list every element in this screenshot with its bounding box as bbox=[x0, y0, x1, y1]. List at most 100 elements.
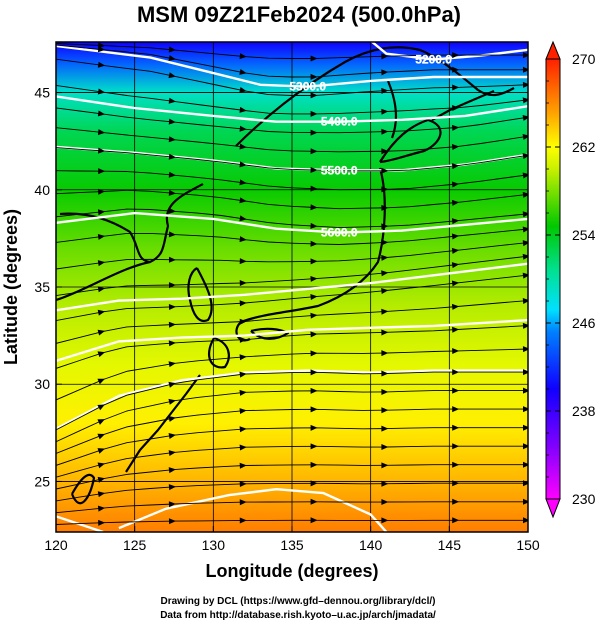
wind-arrow bbox=[523, 461, 528, 468]
wind-arrow bbox=[168, 46, 176, 53]
wind-arrow bbox=[452, 348, 460, 355]
x-tick-label: 130 bbox=[202, 537, 226, 553]
wind-arrow bbox=[168, 303, 176, 310]
wind-arrow bbox=[239, 408, 247, 415]
streamline bbox=[56, 390, 528, 443]
wind-arrow bbox=[523, 443, 528, 450]
wind-arrow bbox=[310, 148, 318, 155]
wind-arrow bbox=[310, 517, 318, 524]
height-contour-line bbox=[370, 42, 528, 61]
wind-arrow bbox=[381, 425, 389, 432]
colorbar: 230 238 246 254 262 270 bbox=[545, 40, 596, 519]
wind-arrow bbox=[168, 321, 176, 328]
streamline bbox=[56, 408, 528, 454]
colorbar-min-extend bbox=[545, 498, 561, 519]
wind-arrow bbox=[98, 168, 106, 175]
wind-arrow bbox=[239, 161, 247, 168]
wind-arrow bbox=[381, 270, 389, 277]
wind-arrow bbox=[168, 97, 176, 104]
wind-arrow bbox=[523, 517, 528, 524]
wind-arrow bbox=[98, 188, 106, 195]
wind-arrow bbox=[310, 461, 318, 468]
wind-arrow bbox=[310, 55, 318, 62]
wind-arrow bbox=[97, 476, 106, 483]
wind-arrow bbox=[381, 223, 389, 230]
wind-arrow bbox=[310, 204, 318, 211]
wind-arrow bbox=[310, 498, 318, 505]
contour-label: 5400.0 bbox=[321, 115, 358, 129]
streamline bbox=[56, 427, 528, 466]
streamline bbox=[56, 255, 528, 297]
coastline-ryukyu bbox=[125, 374, 201, 473]
wind-arrow bbox=[168, 398, 176, 405]
wind-arrow bbox=[451, 181, 460, 188]
wind-arrow bbox=[381, 53, 389, 60]
wind-arrow bbox=[239, 280, 247, 287]
coastline-korea bbox=[187, 267, 213, 323]
wind-arrow bbox=[97, 491, 106, 498]
wind-arrow bbox=[239, 462, 247, 469]
streamline bbox=[56, 371, 528, 431]
contour-label: 5200.0 bbox=[415, 53, 452, 67]
wind-arrow bbox=[522, 191, 528, 198]
wind-arrow bbox=[168, 207, 176, 214]
wind-arrow bbox=[452, 326, 460, 333]
wind-arrow bbox=[168, 467, 176, 474]
wind-arrow bbox=[310, 406, 318, 413]
wind-arrow bbox=[168, 415, 176, 422]
streamline bbox=[56, 445, 528, 478]
wind-arrow bbox=[452, 369, 460, 376]
wind-arrow bbox=[239, 371, 247, 378]
y-tick-label: 25 bbox=[34, 473, 50, 489]
coastline-china-coast bbox=[56, 183, 204, 302]
wind-arrow bbox=[97, 61, 106, 68]
streamline bbox=[56, 519, 528, 525]
coastline-honshu bbox=[235, 167, 386, 342]
wind-arrow bbox=[310, 73, 318, 80]
wind-arrow bbox=[310, 480, 318, 487]
wind-arrow bbox=[451, 163, 460, 170]
wind-arrow bbox=[239, 300, 247, 307]
wind-arrow bbox=[452, 406, 460, 413]
wind-arrow bbox=[239, 197, 247, 204]
colorbar-tick-label: 246 bbox=[572, 315, 596, 331]
contour-label: 5500.0 bbox=[321, 163, 358, 177]
wind-arrow bbox=[381, 308, 389, 315]
wind-arrow bbox=[239, 499, 247, 506]
x-tick-label: 140 bbox=[359, 537, 383, 553]
wind-arrow bbox=[451, 199, 460, 206]
wind-arrow bbox=[381, 186, 389, 193]
wind-arrow bbox=[452, 84, 460, 91]
credit-drawing: Drawing by DCL (https://www.gfd–dennou.o… bbox=[160, 596, 435, 607]
wind-arrow bbox=[451, 247, 460, 254]
wind-arrow bbox=[97, 351, 106, 358]
x-tick-label: 145 bbox=[438, 537, 462, 553]
height-contour-line bbox=[56, 369, 528, 430]
wind-arrow bbox=[451, 262, 460, 269]
wind-arrow bbox=[381, 480, 389, 487]
wind-arrow bbox=[97, 209, 106, 216]
streamline bbox=[56, 208, 528, 229]
wind-arrow bbox=[451, 233, 460, 240]
wind-arrow bbox=[310, 369, 318, 376]
wind-arrow bbox=[168, 55, 176, 61]
colorbar-tick-label: 230 bbox=[572, 491, 596, 507]
streamline bbox=[56, 274, 528, 322]
y-tick-label: 35 bbox=[34, 279, 50, 295]
height-contour-line bbox=[118, 488, 388, 532]
colorbar-max-extend bbox=[545, 40, 561, 60]
streamline bbox=[56, 107, 528, 134]
wind-arrow bbox=[168, 189, 176, 196]
wind-arrow bbox=[239, 318, 247, 325]
wind-arrow bbox=[168, 282, 176, 289]
wind-arrow bbox=[97, 147, 106, 154]
contour-labels: 5200.0 5300.0 5400.0 5500.0 5600.0 bbox=[289, 52, 452, 239]
coastline-shikoku bbox=[250, 327, 290, 340]
wind-arrow bbox=[452, 66, 460, 73]
wind-arrow bbox=[523, 480, 528, 487]
wind-arrow bbox=[451, 280, 460, 287]
wind-arrow bbox=[239, 86, 247, 93]
streamline bbox=[56, 242, 528, 270]
wind-arrow bbox=[381, 239, 389, 246]
